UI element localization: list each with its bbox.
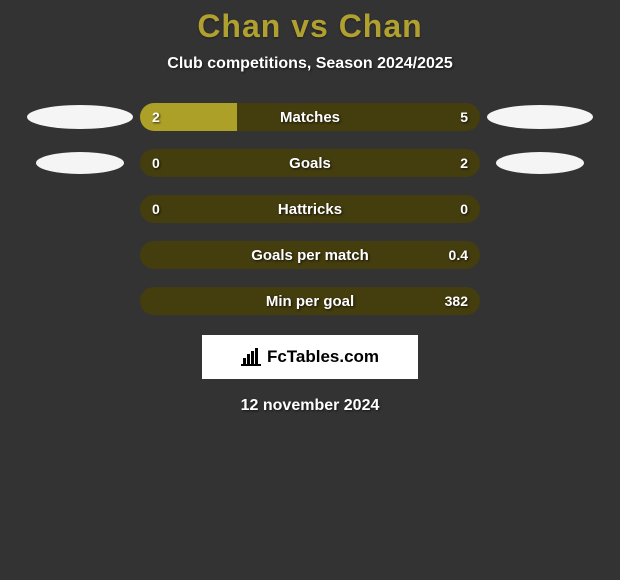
stat-label: Hattricks [140,195,480,223]
stat-row: 0Goals2 [0,149,620,177]
player-avatar-left [36,152,124,174]
stat-value-right: 2 [460,149,468,177]
stat-bar: Min per goal382 [140,287,480,315]
stat-value-right: 5 [460,103,468,131]
stat-bar: 0Hattricks0 [140,195,480,223]
avatar-slot-left [20,105,140,129]
stat-value-right: 382 [445,287,468,315]
stat-bar: 0Goals2 [140,149,480,177]
page-title: Chan vs Chan [0,8,620,45]
avatar-slot-left [20,152,140,174]
stat-row: 0Hattricks0 [0,195,620,223]
player-avatar-right [487,105,593,129]
stat-row: 2Matches5 [0,103,620,131]
fctables-logo[interactable]: FcTables.com [202,335,418,379]
stat-label: Matches [140,103,480,131]
logo-text: FcTables.com [267,347,379,367]
stat-label: Min per goal [140,287,480,315]
stat-label: Goals per match [140,241,480,269]
comparison-container: Chan vs Chan Club competitions, Season 2… [0,0,620,415]
stat-value-right: 0.4 [449,241,468,269]
stat-bar: 2Matches5 [140,103,480,131]
page-subtitle: Club competitions, Season 2024/2025 [0,55,620,73]
avatar-slot-right [480,105,600,129]
bar-chart-icon [241,348,261,366]
avatar-slot-right [480,152,600,174]
player-avatar-right [496,152,584,174]
stat-bar: Goals per match0.4 [140,241,480,269]
player-avatar-left [27,105,133,129]
stat-row: Goals per match0.4 [0,241,620,269]
date-label: 12 november 2024 [0,397,620,415]
stat-row: Min per goal382 [0,287,620,315]
stat-rows: 2Matches50Goals20Hattricks0Goals per mat… [0,103,620,315]
stat-label: Goals [140,149,480,177]
stat-value-right: 0 [460,195,468,223]
